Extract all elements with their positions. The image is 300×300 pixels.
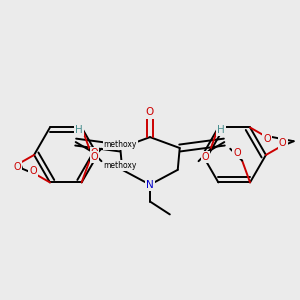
Text: H: H — [218, 125, 225, 135]
Text: methoxy: methoxy — [103, 140, 137, 149]
Text: O: O — [263, 134, 271, 144]
Text: O: O — [279, 138, 286, 148]
Text: N: N — [146, 180, 154, 190]
Text: O: O — [14, 162, 21, 172]
Text: O: O — [146, 107, 154, 117]
Text: O: O — [202, 152, 209, 162]
Text: O: O — [233, 148, 241, 158]
Text: H: H — [75, 125, 83, 135]
Text: O: O — [91, 148, 98, 158]
Text: O: O — [29, 166, 37, 176]
Text: methoxy: methoxy — [103, 160, 137, 169]
Text: O: O — [91, 152, 98, 162]
